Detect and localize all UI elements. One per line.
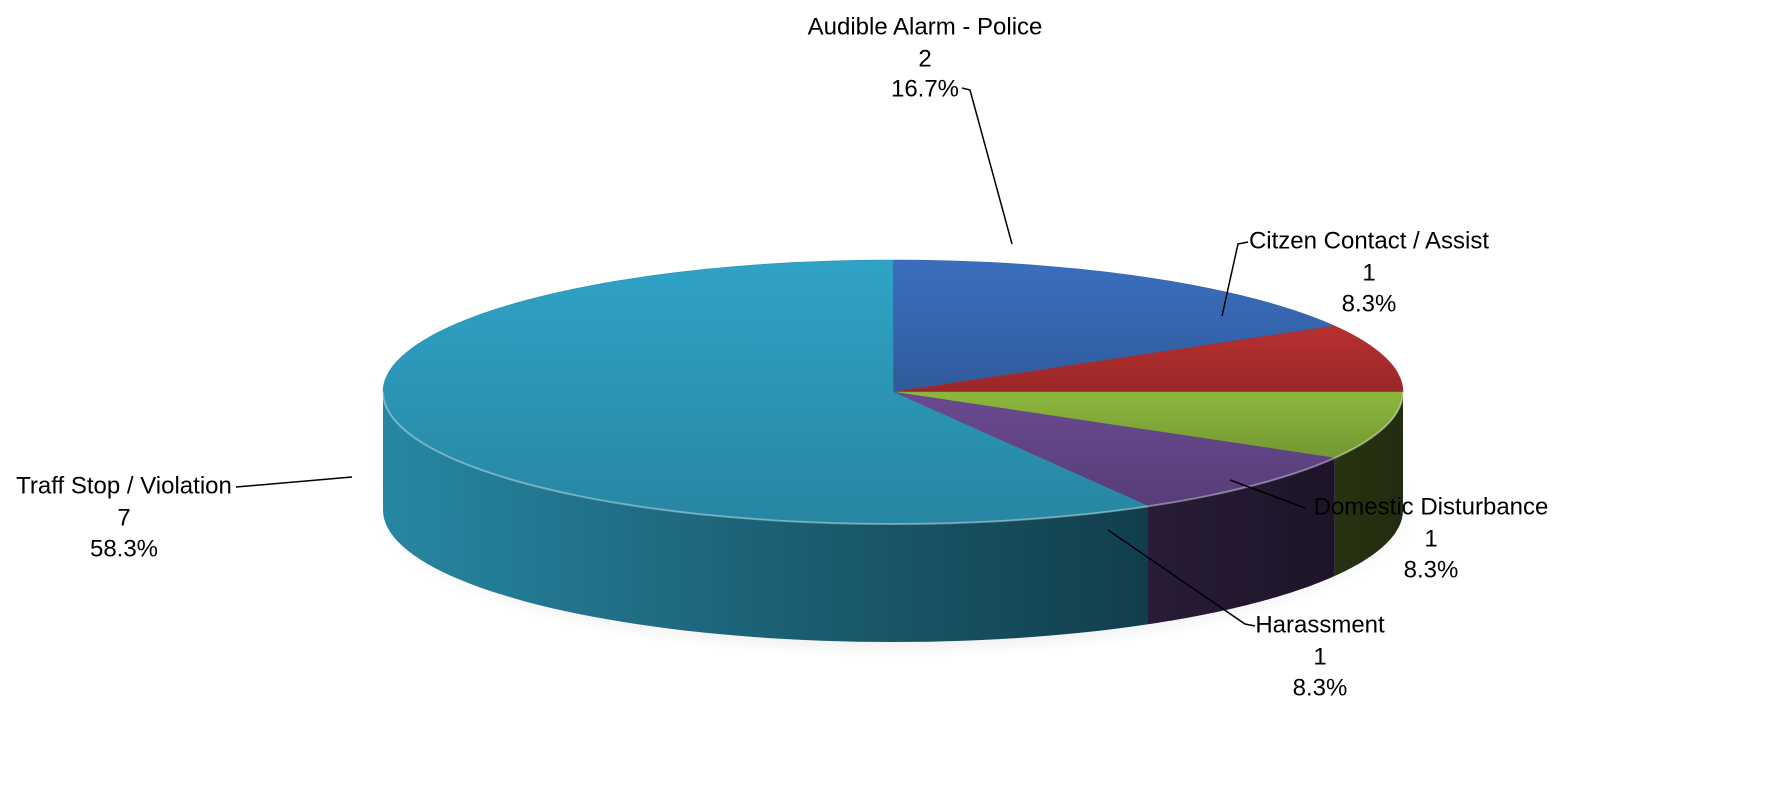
slice-percent-0: 16.7% — [891, 75, 959, 102]
slice-value-1: 1 — [1362, 259, 1375, 286]
slice-side-3 — [1148, 458, 1335, 625]
slice-label-2: Domestic Disturbance — [1314, 493, 1549, 520]
slice-value-4: 7 — [117, 504, 130, 531]
slice-3 — [892, 391, 1336, 507]
slice-label-0: Audible Alarm - Police — [808, 13, 1043, 40]
slice-percent-3: 8.3% — [1293, 674, 1348, 701]
slice-2 — [892, 391, 1404, 459]
slice-label-3: Harassment — [1255, 611, 1385, 638]
leader-lines — [235, 87, 1306, 627]
slice-label-1: Citzen Contact / Assist — [1249, 227, 1489, 254]
slice-percent-1: 8.3% — [1342, 290, 1397, 317]
slice-4 — [382, 259, 1150, 525]
slice-0 — [892, 259, 1336, 393]
pie-sides — [383, 392, 1403, 642]
leader-line-2 — [1229, 479, 1306, 509]
slice-percent-2: 8.3% — [1404, 556, 1459, 583]
leader-line-0 — [961, 87, 1013, 245]
slice-1 — [892, 325, 1404, 393]
leader-line-3 — [1107, 529, 1256, 627]
leader-line-4 — [235, 476, 353, 488]
slice-side-2 — [1334, 392, 1403, 576]
slice-percent-4: 58.3% — [90, 535, 158, 562]
slice-label-4: Traff Stop / Violation — [16, 472, 232, 499]
pie-rim-highlight — [382, 391, 1404, 526]
slice-value-0: 2 — [918, 45, 931, 72]
pie-tops — [382, 259, 1404, 526]
slice-value-2: 1 — [1424, 525, 1437, 552]
slice-value-3: 1 — [1313, 643, 1326, 670]
leader-line-1 — [1221, 241, 1249, 317]
slice-side-4 — [383, 392, 1148, 642]
data-labels: Audible Alarm - Police 2 16.7% Citzen Conta… — [16, 13, 1548, 701]
